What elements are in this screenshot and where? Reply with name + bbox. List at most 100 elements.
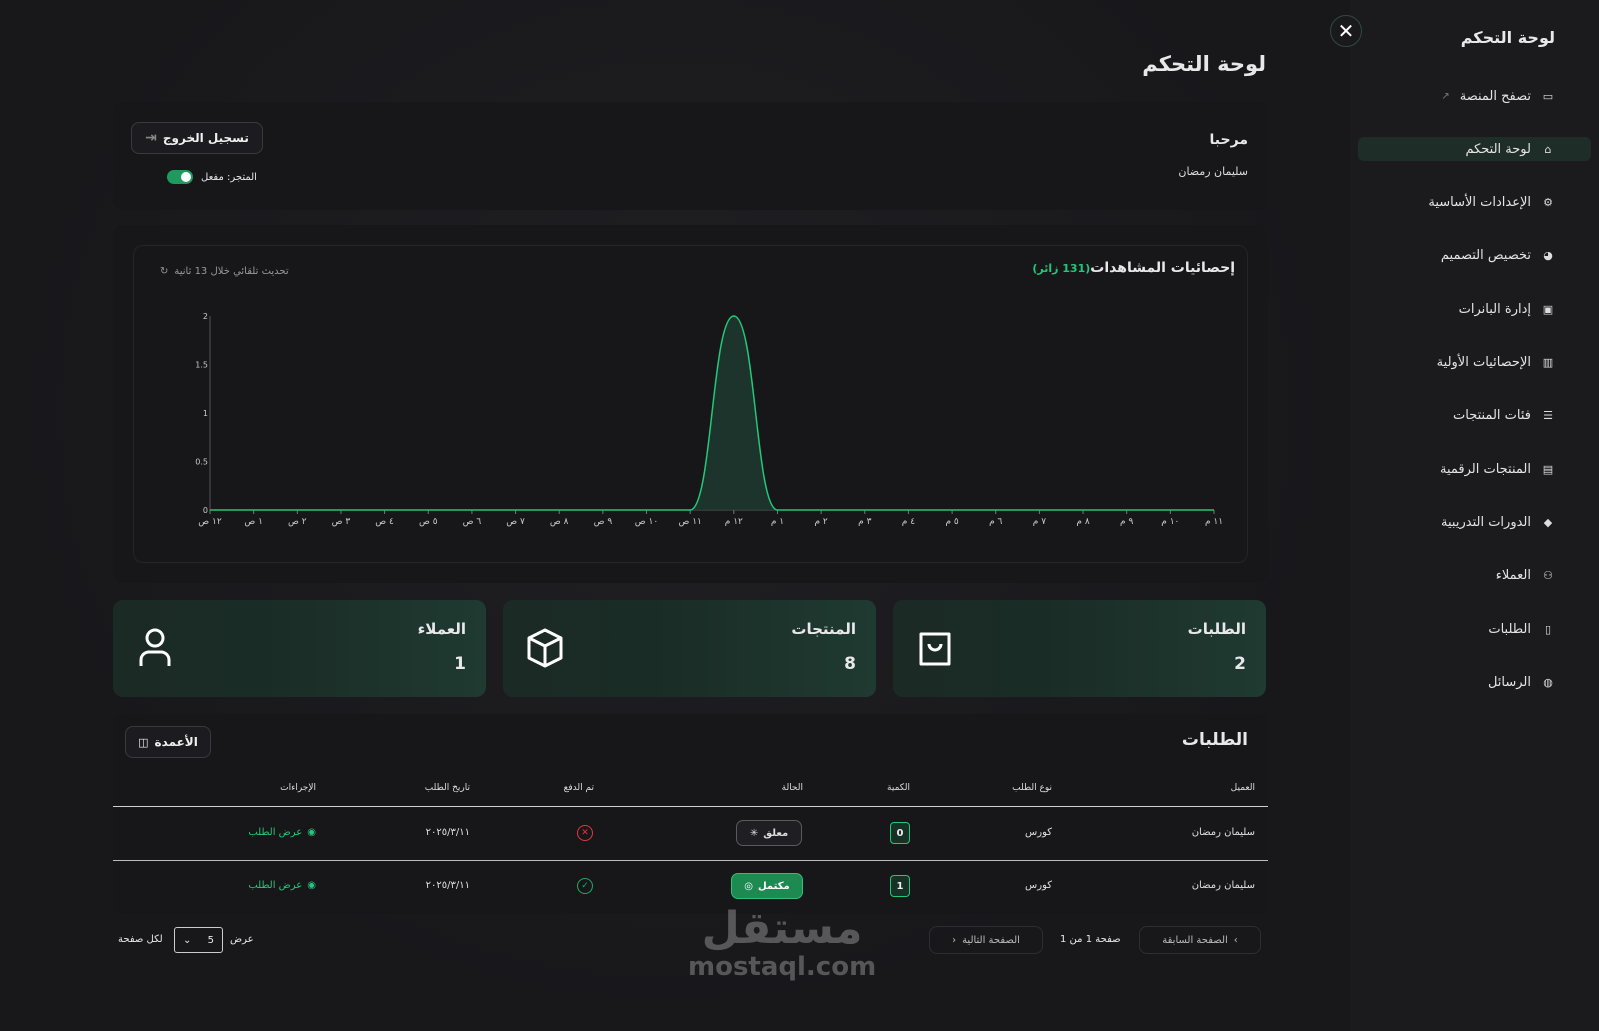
type-cell: كورس — [1025, 827, 1052, 838]
column-header[interactable]: الإجراءات — [280, 783, 316, 793]
x-tick-label: ٣ ص — [332, 517, 351, 527]
sidebar-item[interactable]: ▤ المنتجات الرقمية — [1358, 457, 1563, 481]
sidebar-title: لوحة التحكم — [1460, 28, 1555, 47]
palette-icon: ◕ — [1543, 249, 1553, 263]
sidebar-item[interactable]: ◆ الدورات التدريبية — [1358, 510, 1563, 534]
sidebar-item[interactable]: ▯ الطلبات — [1358, 617, 1563, 641]
x-tick-label: ١٢ ص — [198, 517, 222, 527]
prev-page-button[interactable]: › الصفحة السابقة — [1139, 926, 1261, 954]
refresh-text: تحديث تلقائي خلال 13 ثانية — [174, 266, 289, 277]
status-label: معلق — [763, 827, 789, 839]
y-tick-label: 0.5 — [195, 458, 208, 467]
prev-label: الصفحة السابقة — [1162, 934, 1228, 946]
x-tick-label: ١٠ ص — [635, 517, 658, 527]
views-card: إحصائيات المشاهدات(131 زائر) تحديث تلقائ… — [113, 225, 1268, 583]
sidebar-item[interactable]: ⌂ لوحة التحكم — [1358, 137, 1591, 162]
boxes-icon: ▤ — [1542, 462, 1554, 476]
column-header[interactable]: تاريخ الطلب — [424, 783, 470, 793]
columns-label: الأعمدة — [154, 735, 198, 749]
x-tick-label: ٥ ص — [419, 517, 438, 527]
logout-icon: ⇥ — [145, 130, 157, 146]
shopping-bag-icon — [919, 632, 951, 666]
per-page-label: لكل صفحة — [118, 934, 163, 945]
sidebar-item-label: إدارة البانرات — [1458, 301, 1531, 317]
eye-icon: ◉ — [307, 880, 316, 891]
store-status-label: المتجر: مفعل — [201, 171, 257, 183]
column-header[interactable]: تم الدفع — [563, 783, 594, 793]
per-page-select[interactable]: ⌄ 5 — [174, 927, 223, 953]
view-order-label: عرض الطلب — [248, 880, 303, 891]
column-header[interactable]: الحالة — [781, 783, 803, 793]
list-icon: ☰ — [1543, 409, 1553, 423]
watermark-logo: مستقل mostaql.com — [688, 903, 877, 982]
sidebar-item[interactable]: ⚇ العملاء — [1358, 564, 1563, 588]
sidebar-item[interactable]: ▭ تصفح المنصة ↗ — [1358, 84, 1563, 108]
y-tick-label: 1.5 — [195, 361, 208, 370]
x-tick-label: ٧ ص — [506, 517, 525, 527]
stat-value: 8 — [844, 654, 856, 674]
views-title-text: إحصائيات المشاهدات — [1090, 260, 1235, 276]
x-tick-label: ١٢ م — [725, 517, 743, 527]
sidebar-item-label: الطلبات — [1488, 621, 1531, 637]
paid-check-icon: ✓ — [577, 878, 593, 894]
sidebar-item[interactable]: ▣ إدارة البانرات — [1358, 297, 1563, 321]
sidebar: لوحة التحكم ▭ تصفح المنصة ↗ ⌂ لوحة التحكم ⚙ ال… — [1350, 0, 1599, 1031]
x-tick-label: ٤ ص — [375, 517, 394, 527]
refresh-icon[interactable]: ↻ — [160, 266, 169, 277]
x-tick-label: ٥ م — [945, 517, 958, 527]
sidebar-item-label: الإحصائيات الأولية — [1436, 355, 1531, 370]
store-status: المتجر: مفعل — [167, 170, 257, 184]
x-tick-label: ٩ ص — [594, 517, 613, 527]
eye-icon: ◉ — [307, 827, 316, 838]
graduation-cap-icon: ◆ — [1543, 515, 1553, 529]
visitors-count: (131 زائر) — [1032, 262, 1091, 275]
customer-cell: سليمان رمضان — [1191, 827, 1255, 838]
page-info: صفحة 1 من 1 — [1060, 934, 1121, 945]
stat-value: 1 — [454, 654, 466, 674]
monitor-icon: ▭ — [1542, 89, 1554, 103]
x-tick-label: ٤ م — [902, 517, 915, 527]
column-header[interactable]: نوع الطلب — [1012, 783, 1052, 793]
x-tick-label: ١ ص — [244, 517, 263, 527]
y-tick-label: 0 — [203, 506, 208, 515]
y-tick-label: 1 — [203, 409, 208, 418]
sidebar-item[interactable]: ▥ الإحصائيات الأولية — [1358, 351, 1563, 375]
column-header[interactable]: العميل — [1230, 783, 1255, 793]
sidebar-item[interactable]: ◕ تخصيص التصميم — [1358, 244, 1563, 268]
orders-card: الطلبات الأعمدة ◫ — [113, 714, 1268, 914]
sidebar-item[interactable]: ◍ الرسائل — [1358, 670, 1563, 694]
quantity-badge: 0 — [890, 822, 910, 844]
next-label: الصفحة التالية — [962, 934, 1020, 946]
welcome-card: مرحبا سليمان رمضان تسجيل الخروج ⇥ المتجر… — [113, 102, 1268, 210]
view-order-label: عرض الطلب — [248, 827, 303, 838]
column-header[interactable]: الكمية — [887, 783, 910, 793]
bar-chart-icon: ▥ — [1542, 356, 1554, 369]
sidebar-item[interactable]: ☰ فئات المنتجات — [1358, 404, 1563, 428]
per-page-value: 5 — [207, 934, 214, 946]
quantity-badge: 1 — [890, 875, 910, 897]
orders-title: الطلبات — [1181, 730, 1248, 750]
x-tick-label: ٦ م — [989, 517, 1002, 527]
x-tick-label: ٩ م — [1120, 517, 1133, 527]
view-order-link[interactable]: ◉ عرض الطلب — [248, 880, 316, 891]
status-label: مكتمل — [758, 880, 790, 892]
unpaid-x-icon: ✕ — [577, 825, 593, 841]
x-tick-label: ٢ ص — [288, 517, 307, 527]
sidebar-item[interactable]: ⚙ الإعدادات الأساسية — [1358, 191, 1563, 215]
close-sidebar-button[interactable]: ✕ — [1330, 15, 1362, 47]
sidebar-item-label: فئات المنتجات — [1453, 408, 1531, 424]
sidebar-item-label: تخصيص التصميم — [1440, 248, 1531, 264]
columns-button[interactable]: الأعمدة ◫ — [125, 726, 211, 758]
logout-label: تسجيل الخروج — [162, 131, 249, 145]
stat-card: العملاء 1 — [113, 600, 486, 697]
sidebar-item-label: الإعدادات الأساسية — [1428, 195, 1531, 211]
sidebar-item-label: الدورات التدريبية — [1441, 514, 1531, 530]
view-order-link[interactable]: ◉ عرض الطلب — [248, 827, 316, 838]
stat-label: العملاء — [417, 620, 466, 638]
greeting: مرحبا — [1209, 132, 1248, 148]
next-page-button[interactable]: الصفحة التالية ‹ — [929, 926, 1043, 954]
logout-button[interactable]: تسجيل الخروج ⇥ — [131, 122, 263, 154]
store-toggle[interactable] — [167, 170, 193, 184]
type-cell: كورس — [1025, 880, 1052, 891]
user-name: سليمان رمضان — [1178, 165, 1248, 178]
